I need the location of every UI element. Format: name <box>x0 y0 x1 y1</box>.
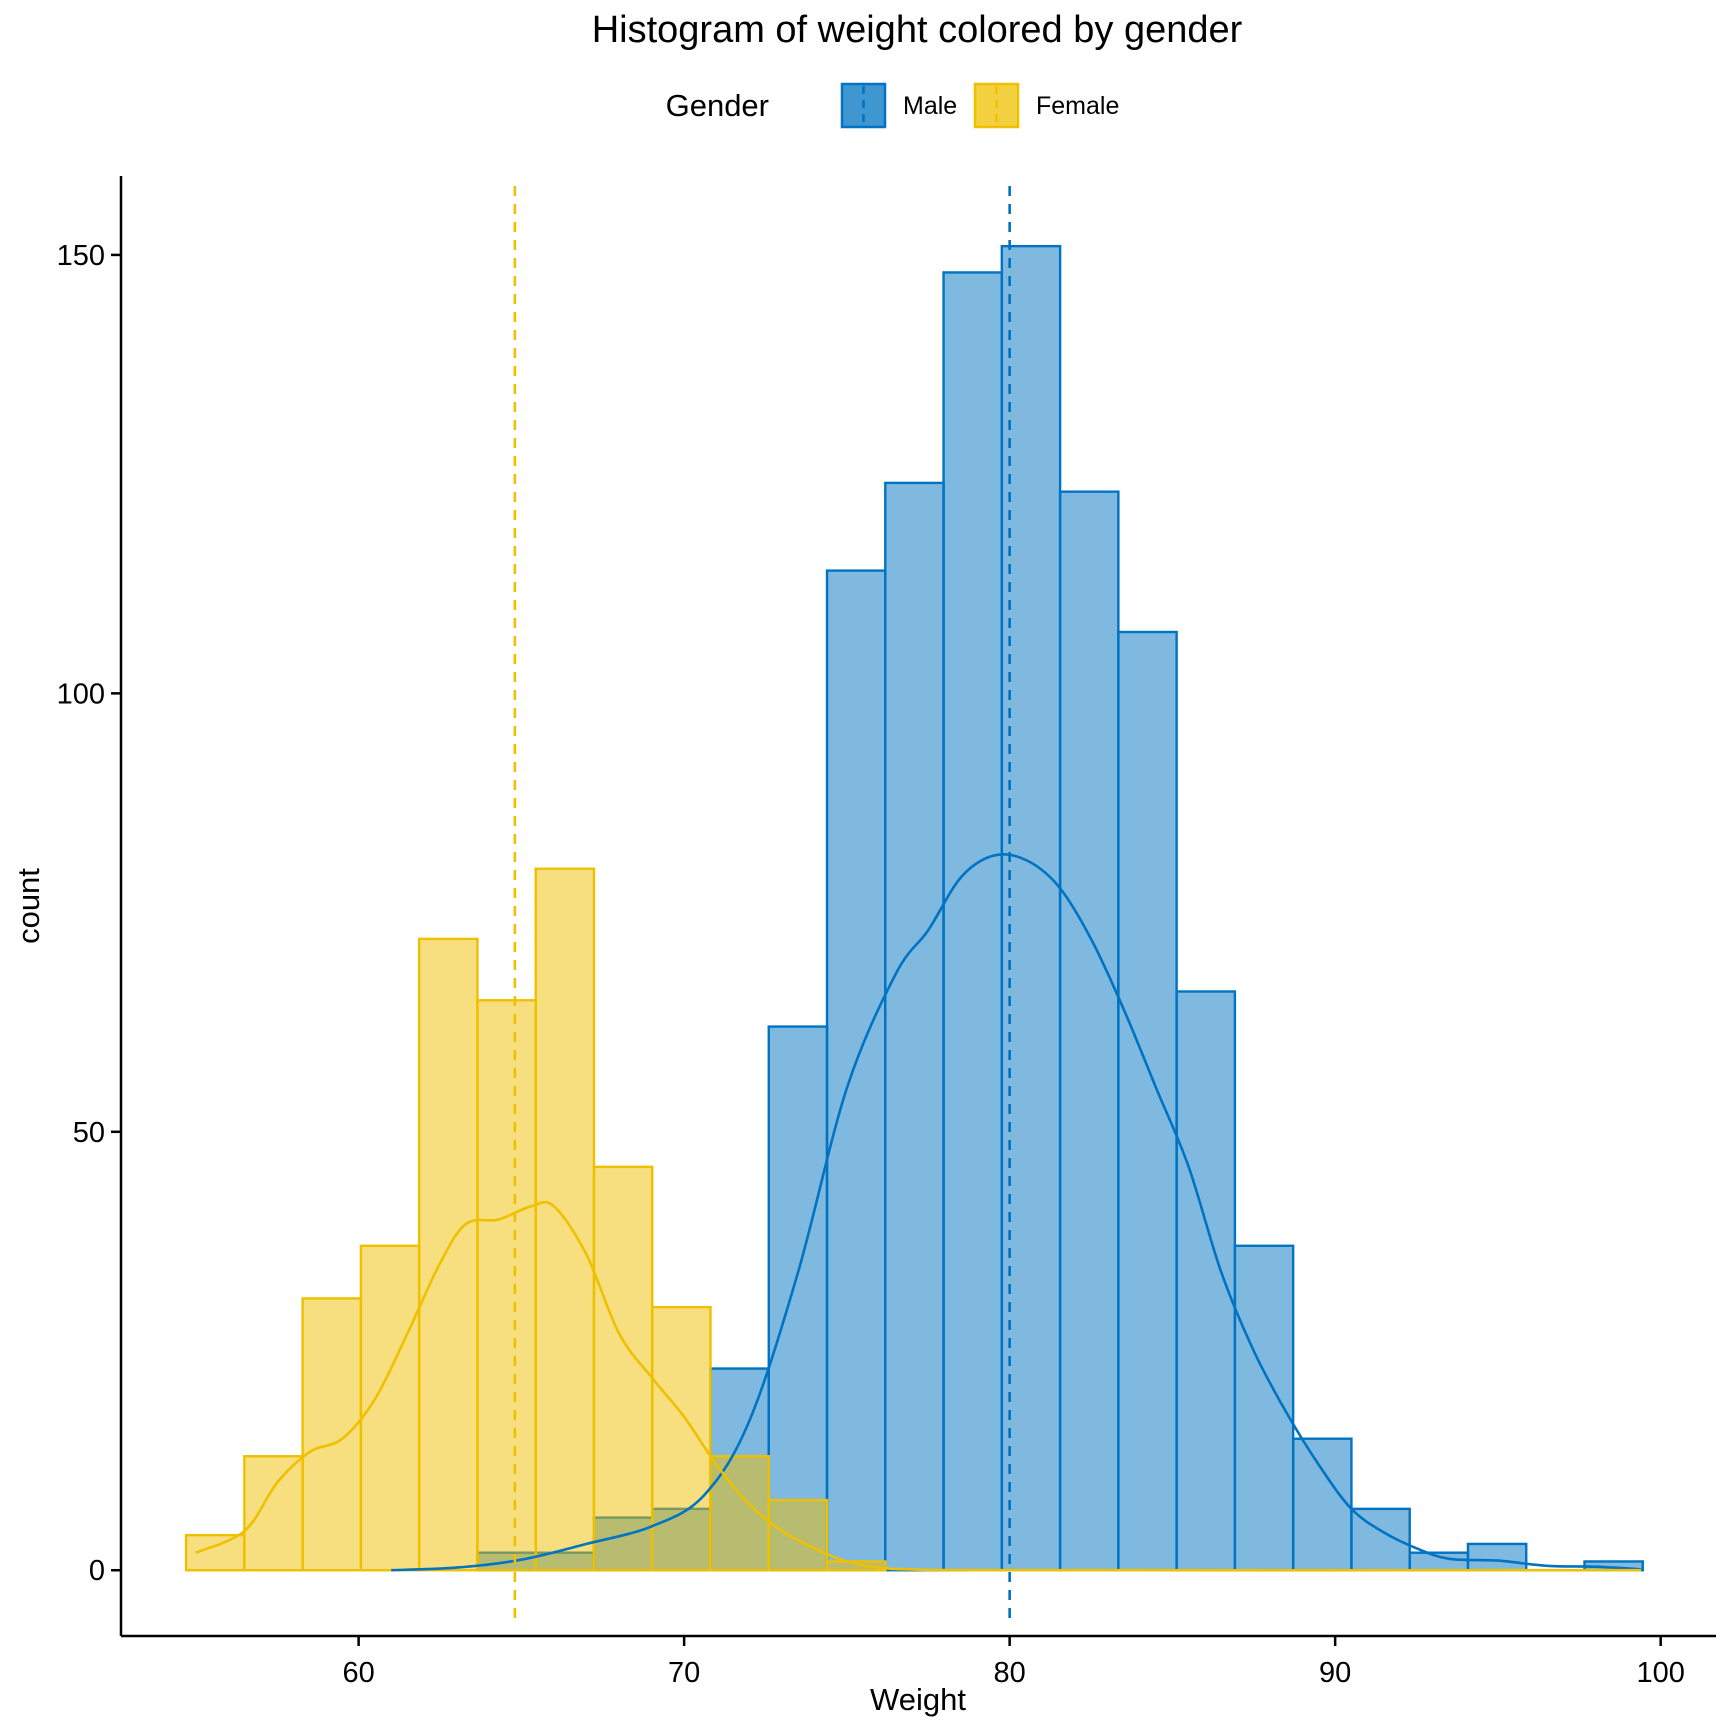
x-tick-label: 100 <box>1636 1657 1684 1689</box>
x-ticks: 60 70 80 90 100 <box>342 1636 1685 1689</box>
histogram-bar-female <box>417 937 479 1572</box>
histogram-bar-male <box>1058 490 1120 1572</box>
histogram-bar-female <box>243 1455 304 1572</box>
histogram-bar-male <box>1175 990 1237 1572</box>
histogram-bar-male <box>1291 1437 1353 1572</box>
mean-lines <box>513 186 1011 1626</box>
histogram-bars <box>184 244 1644 1572</box>
histogram-bar-female <box>476 999 537 1572</box>
legend: Gender Male Female <box>666 82 1119 129</box>
legend-label-male: Male <box>903 92 957 120</box>
density-curve-female <box>195 1200 1642 1572</box>
x-tick-label: 90 <box>1319 1657 1351 1689</box>
histogram-bar-male <box>884 481 945 1572</box>
chart-title: Histogram of weight colored by gender <box>592 9 1243 51</box>
y-tick-label: 150 <box>57 240 105 272</box>
histogram-bar-male <box>1466 1542 1528 1572</box>
y-tick-label: 100 <box>57 678 105 710</box>
legend-label-female: Female <box>1036 92 1119 120</box>
y-ticks: 0 50 100 150 <box>57 240 121 1587</box>
histogram-bar-female <box>825 1560 887 1572</box>
x-axis-label: Weight <box>870 1682 966 1717</box>
x-tick-label: 70 <box>668 1657 700 1689</box>
histogram-bar-female <box>651 1305 712 1572</box>
histogram-bar-male <box>942 271 1004 1572</box>
density-curve-male <box>391 853 1642 1572</box>
x-tick-label: 60 <box>342 1657 374 1689</box>
y-tick-label: 0 <box>89 1555 105 1587</box>
histogram-bar-female <box>184 1533 246 1572</box>
bars-female <box>184 867 887 1572</box>
legend-title: Gender <box>666 88 769 123</box>
histogram-bar-female <box>592 1165 654 1572</box>
histogram-bar-male <box>1117 630 1178 1572</box>
x-tick-label: 80 <box>994 1657 1026 1689</box>
histogram-bar-female <box>301 1297 363 1572</box>
y-axis-label: count <box>11 868 46 944</box>
legend-item-male: Male <box>840 82 957 129</box>
axes: 60 70 80 90 100 0 50 100 150 Weight count <box>11 176 1716 1717</box>
density-curves <box>195 853 1642 1572</box>
y-tick-label: 50 <box>73 1117 105 1149</box>
legend-item-female: Female <box>973 82 1119 129</box>
histogram-bar-female <box>767 1498 829 1572</box>
histogram-bar-male <box>825 569 887 1572</box>
histogram-bar-male <box>767 1025 829 1572</box>
